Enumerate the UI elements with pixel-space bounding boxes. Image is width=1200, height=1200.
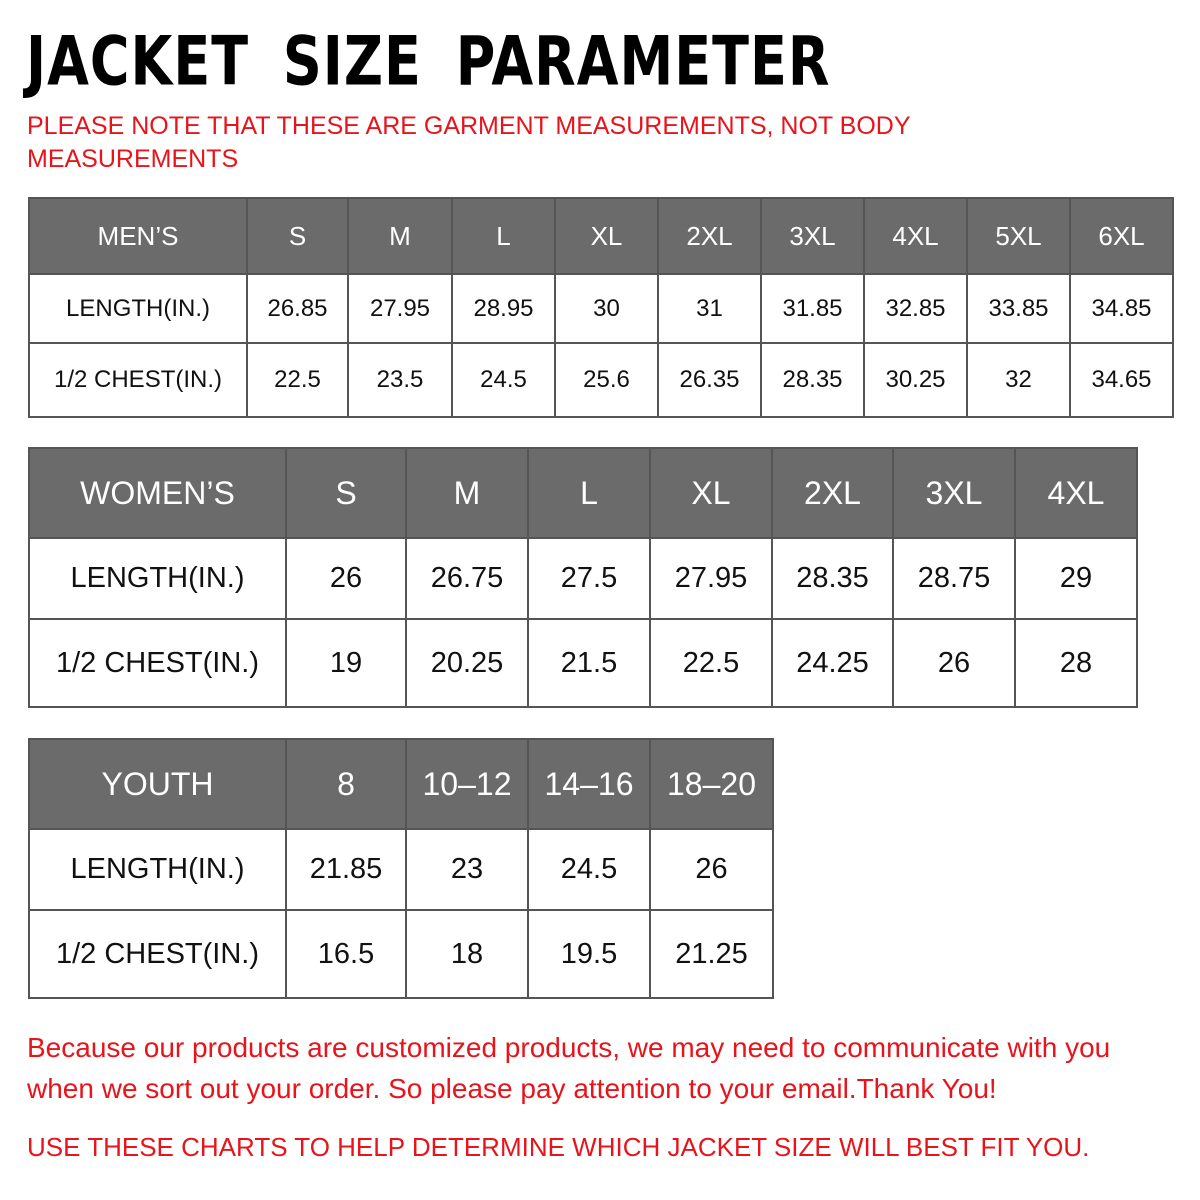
- measurement-cell: 19: [285, 618, 407, 708]
- measurement-cell: 32: [966, 342, 1071, 418]
- table-row: 1/2 CHEST(IN.) 22.5 23.5 24.5 25.6 26.35 28.35…: [28, 342, 1174, 418]
- measurement-cell: 25.6: [554, 342, 659, 418]
- measurement-cell: 20.25: [405, 618, 529, 708]
- measurement-cell: 26: [892, 618, 1016, 708]
- size-header: M: [347, 197, 453, 275]
- row-label: 1/2 CHEST(IN.): [28, 618, 287, 708]
- measurement-cell: 26.75: [405, 537, 529, 620]
- table-row: LENGTH(IN.) 21.85 23 24.5 26: [28, 828, 774, 911]
- size-header: 5XL: [966, 197, 1071, 275]
- size-header: 18–20: [649, 738, 774, 830]
- measurement-cell: 27.95: [649, 537, 773, 620]
- size-header: S: [246, 197, 349, 275]
- measurement-cell: 19.5: [527, 909, 651, 999]
- table-row: 1/2 CHEST(IN.) 16.5 18 19.5 21.25: [28, 909, 774, 999]
- table-row: 1/2 CHEST(IN.) 19 20.25 21.5 22.5 24.25 26 28: [28, 618, 1138, 708]
- measurement-cell: 32.85: [863, 273, 968, 344]
- measurement-cell: 30: [554, 273, 659, 344]
- measurement-cell: 28.95: [451, 273, 556, 344]
- row-label: LENGTH(IN.): [28, 537, 287, 620]
- size-header: 3XL: [760, 197, 865, 275]
- size-header: 2XL: [657, 197, 762, 275]
- table-header-row: YOUTH 8 10–12 14–16 18–20: [28, 738, 774, 830]
- measurement-cell: 31.85: [760, 273, 865, 344]
- measurement-cell: 22.5: [649, 618, 773, 708]
- size-header: 8: [285, 738, 407, 830]
- measurement-cell: 31: [657, 273, 762, 344]
- womens-size-table: WOMEN’S S M L XL 2XL 3XL 4XL LENGTH(IN.) 26 26.75 2…: [28, 447, 1138, 708]
- footer-sizing-tip: USE THESE CHARTS TO HELP DETERMINE WHICH…: [27, 1132, 1090, 1162]
- youth-size-table: YOUTH 8 10–12 14–16 18–20 LENGTH(IN.) 21.85 23 2…: [28, 738, 774, 999]
- row-label: LENGTH(IN.): [28, 273, 248, 344]
- measurement-cell: 27.95: [347, 273, 453, 344]
- size-header: L: [451, 197, 556, 275]
- measurement-cell: 24.5: [527, 828, 651, 911]
- row-label: 1/2 CHEST(IN.): [28, 909, 287, 999]
- measurement-cell: 18: [405, 909, 529, 999]
- measurement-cell: 24.5: [451, 342, 556, 418]
- measurement-cell: 28: [1014, 618, 1138, 708]
- size-header: M: [405, 447, 529, 539]
- measurement-cell: 29: [1014, 537, 1138, 620]
- size-header: 4XL: [863, 197, 968, 275]
- size-header: 4XL: [1014, 447, 1138, 539]
- size-header: L: [527, 447, 651, 539]
- measurement-cell: 26.35: [657, 342, 762, 418]
- measurement-cell: 34.65: [1069, 342, 1174, 418]
- size-header: S: [285, 447, 407, 539]
- row-label: 1/2 CHEST(IN.): [28, 342, 248, 418]
- size-header: 10–12: [405, 738, 529, 830]
- footer-message: Because our products are customized prod…: [27, 1032, 1111, 1104]
- mens-size-table: MEN’S S M L XL 2XL 3XL 4XL 5XL 6XL LENGTH(IN.) 26.8…: [28, 197, 1174, 418]
- measurement-cell: 16.5: [285, 909, 407, 999]
- table-row: LENGTH(IN.) 26 26.75 27.5 27.95 28.35 28.75 29: [28, 537, 1138, 620]
- size-header: XL: [554, 197, 659, 275]
- measurement-cell: 27.5: [527, 537, 651, 620]
- table-header-row: MEN’S S M L XL 2XL 3XL 4XL 5XL 6XL: [28, 197, 1174, 275]
- size-header: 2XL: [771, 447, 894, 539]
- measurement-cell: 24.25: [771, 618, 894, 708]
- size-header: 3XL: [892, 447, 1016, 539]
- measurement-cell: 23.5: [347, 342, 453, 418]
- measurement-cell: 30.25: [863, 342, 968, 418]
- measurement-cell: 22.5: [246, 342, 349, 418]
- page-title: JACKET SIZE PARAMETER: [26, 22, 831, 101]
- measurement-cell: 28.35: [760, 342, 865, 418]
- row-label: LENGTH(IN.): [28, 828, 287, 911]
- size-header: XL: [649, 447, 773, 539]
- measurement-cell: 26: [285, 537, 407, 620]
- measurement-cell: 23: [405, 828, 529, 911]
- table-category-header: YOUTH: [28, 738, 287, 830]
- measurement-cell: 21.25: [649, 909, 774, 999]
- measurement-cell: 21.85: [285, 828, 407, 911]
- table-category-header: WOMEN’S: [28, 447, 287, 539]
- measurement-cell: 28.35: [771, 537, 894, 620]
- measurement-cell: 26: [649, 828, 774, 911]
- size-header: 14–16: [527, 738, 651, 830]
- measurement-cell: 33.85: [966, 273, 1071, 344]
- measurement-note: PLEASE NOTE THAT THESE ARE GARMENT MEASU…: [27, 112, 911, 173]
- measurement-cell: 26.85: [246, 273, 349, 344]
- table-category-header: MEN’S: [28, 197, 248, 275]
- measurement-cell: 34.85: [1069, 273, 1174, 344]
- table-header-row: WOMEN’S S M L XL 2XL 3XL 4XL: [28, 447, 1138, 539]
- size-header: 6XL: [1069, 197, 1174, 275]
- table-row: LENGTH(IN.) 26.85 27.95 28.95 30 31 31.85 32.85…: [28, 273, 1174, 344]
- measurement-cell: 21.5: [527, 618, 651, 708]
- measurement-cell: 28.75: [892, 537, 1016, 620]
